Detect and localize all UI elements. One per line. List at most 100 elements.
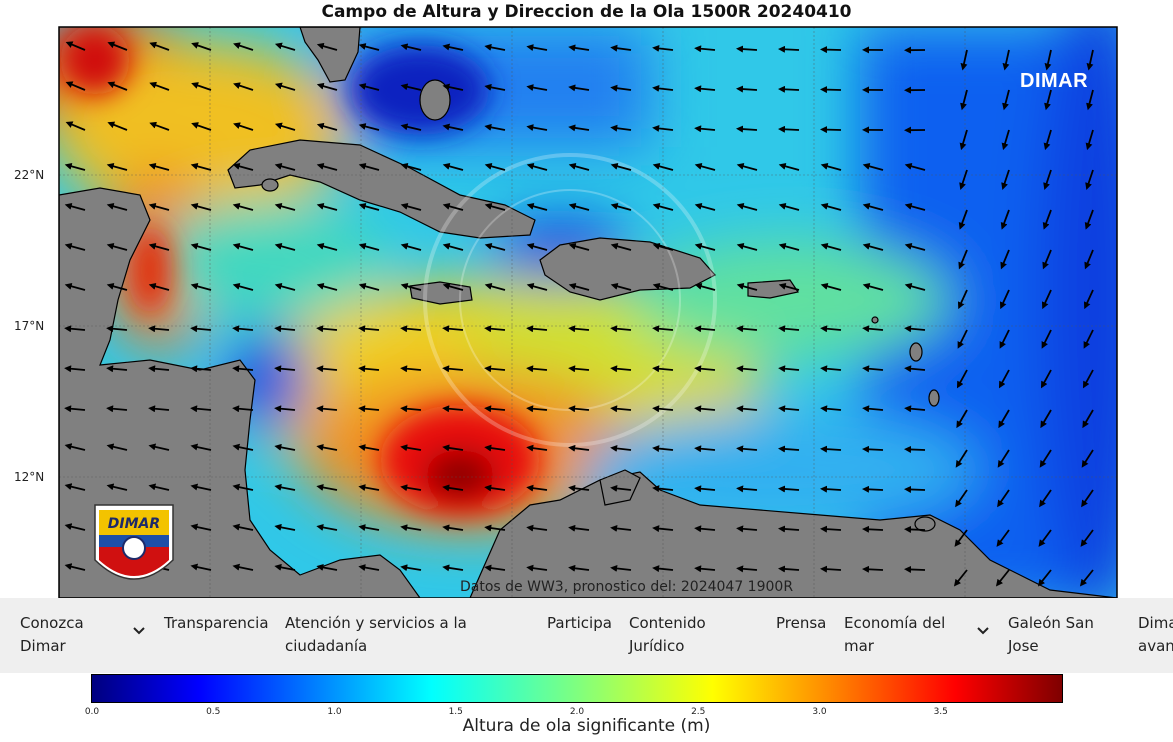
nav-item-conozca-dimar[interactable]: Conozca Dimar bbox=[20, 614, 84, 655]
nav-item-transparencia[interactable]: Transparencia bbox=[164, 614, 269, 632]
wave-direction-arrow bbox=[652, 282, 674, 291]
wave-direction-arrow bbox=[190, 405, 212, 413]
wave-direction-arrow bbox=[274, 483, 296, 491]
nav-item-prensa[interactable]: Prensa bbox=[776, 614, 827, 632]
nav-item-contenido-juridico[interactable]: Contenido Jurídico bbox=[629, 614, 706, 655]
wave-direction-arrow bbox=[778, 525, 800, 533]
wave-direction-arrow bbox=[64, 563, 86, 571]
wave-direction-arrow bbox=[904, 365, 926, 373]
wave-direction-arrow bbox=[65, 121, 86, 131]
wave-direction-arrow bbox=[106, 405, 128, 413]
wave-direction-arrow bbox=[652, 405, 674, 413]
wave-direction-arrow bbox=[233, 82, 254, 91]
wave-direction-arrow bbox=[956, 409, 968, 429]
wave-direction-arrow bbox=[610, 365, 632, 373]
wave-direction-arrow bbox=[778, 202, 800, 211]
wave-direction-arrow bbox=[862, 445, 884, 453]
wave-direction-arrow bbox=[64, 325, 86, 333]
wave-direction-arrow bbox=[64, 282, 86, 291]
wave-direction-arrow bbox=[694, 125, 716, 133]
dimar-brand-text: DIMAR bbox=[1020, 70, 1089, 92]
wave-direction-arrow bbox=[568, 242, 590, 251]
chevron-down-icon[interactable] bbox=[976, 624, 990, 638]
wave-direction-arrow bbox=[148, 162, 170, 171]
colorbar-gradient bbox=[91, 674, 1063, 703]
wave-direction-arrow bbox=[1001, 129, 1010, 151]
wave-direction-arrow bbox=[904, 325, 926, 333]
wave-direction-arrow bbox=[274, 563, 296, 571]
wave-direction-arrow bbox=[190, 162, 212, 171]
wave-direction-arrow bbox=[694, 202, 716, 211]
wave-direction-arrow bbox=[736, 445, 758, 453]
wave-direction-arrow bbox=[652, 202, 674, 211]
wave-direction-arrow bbox=[904, 485, 926, 493]
wave-direction-arrow bbox=[862, 282, 884, 291]
wave-direction-arrow bbox=[232, 563, 254, 571]
wave-direction-arrow bbox=[64, 365, 86, 373]
wave-direction-arrow bbox=[736, 202, 758, 211]
wave-direction-arrow bbox=[568, 84, 590, 92]
wave-direction-arrow bbox=[64, 242, 86, 251]
wave-direction-arrow bbox=[1082, 369, 1094, 389]
wave-direction-arrow bbox=[400, 202, 422, 211]
wave-direction-arrow bbox=[107, 41, 128, 51]
chevron-down-icon[interactable] bbox=[132, 624, 146, 638]
wave-direction-arrow bbox=[148, 443, 170, 451]
wave-direction-arrow bbox=[652, 565, 674, 573]
wave-direction-arrow bbox=[996, 529, 1010, 547]
wave-direction-arrow bbox=[820, 162, 842, 171]
wave-direction-arrow bbox=[316, 202, 338, 211]
wave-direction-arrow bbox=[1001, 169, 1010, 190]
wave-direction-arrow bbox=[1080, 529, 1094, 547]
wave-direction-arrow bbox=[400, 444, 422, 452]
nav-item-economia-del-mar[interactable]: Economía del mar bbox=[844, 614, 946, 655]
wave-direction-arrow bbox=[190, 523, 212, 531]
wave-direction-arrow bbox=[998, 369, 1010, 389]
wave-direction-arrow bbox=[1002, 89, 1010, 111]
wave-direction-arrow bbox=[484, 43, 506, 51]
wave-direction-arrow bbox=[526, 124, 548, 132]
wave-direction-arrow bbox=[820, 445, 842, 453]
wave-direction-arrow bbox=[232, 202, 254, 211]
wave-direction-arrow bbox=[652, 325, 674, 333]
wave-direction-arrow bbox=[778, 45, 800, 53]
nav-item-atencion-ciudadania[interactable]: Atención y servicios a la ciudadanía bbox=[285, 614, 467, 655]
wave-direction-arrow bbox=[1081, 489, 1094, 508]
wave-direction-arrow bbox=[610, 405, 632, 413]
wave-direction-arrow bbox=[1038, 529, 1052, 547]
wave-direction-arrow bbox=[610, 44, 632, 52]
wave-direction-arrow bbox=[106, 202, 128, 211]
wave-direction-arrow bbox=[694, 85, 716, 93]
nav-item-galeon-san-jose[interactable]: Galeón San Jose bbox=[1008, 614, 1094, 655]
wave-direction-arrow bbox=[358, 242, 380, 251]
wave-direction-arrow bbox=[1044, 89, 1052, 111]
wave-direction-arrow bbox=[820, 126, 842, 134]
wave-direction-arrow bbox=[274, 282, 296, 291]
wave-direction-arrow bbox=[400, 162, 422, 171]
wave-direction-arrow bbox=[484, 162, 506, 171]
wave-direction-arrow bbox=[148, 242, 170, 251]
colorbar-tick-label: 2.0 bbox=[569, 707, 585, 717]
wave-direction-arrow bbox=[957, 329, 968, 349]
wave-direction-arrow bbox=[778, 125, 800, 133]
wave-direction-arrow bbox=[1085, 169, 1094, 190]
wave-direction-arrow bbox=[191, 82, 212, 91]
wave-direction-arrow bbox=[610, 524, 632, 532]
main-navigation-bar: Conozca Dimar Transparencia Atención y s… bbox=[0, 598, 1173, 673]
wave-direction-arrow bbox=[64, 202, 86, 211]
wave-direction-arrow bbox=[442, 564, 464, 572]
wave-direction-arrow bbox=[736, 282, 758, 291]
nav-item-dimar-avanza[interactable]: Dimar avanza bbox=[1138, 614, 1173, 655]
wave-direction-arrow bbox=[190, 443, 212, 451]
wave-direction-arrow bbox=[778, 365, 800, 373]
wave-direction-arrow bbox=[1041, 329, 1052, 349]
wave-direction-arrow bbox=[316, 162, 338, 171]
wave-direction-arrow bbox=[274, 42, 296, 51]
wave-direction-arrow bbox=[904, 202, 926, 211]
wave-direction-arrow bbox=[274, 443, 296, 451]
wave-direction-arrow bbox=[106, 483, 128, 491]
nav-item-participa[interactable]: Participa bbox=[547, 614, 612, 632]
dimar-logo: DIMAR bbox=[94, 504, 174, 580]
wave-direction-arrow bbox=[274, 162, 296, 171]
wave-direction-arrow bbox=[316, 523, 338, 531]
